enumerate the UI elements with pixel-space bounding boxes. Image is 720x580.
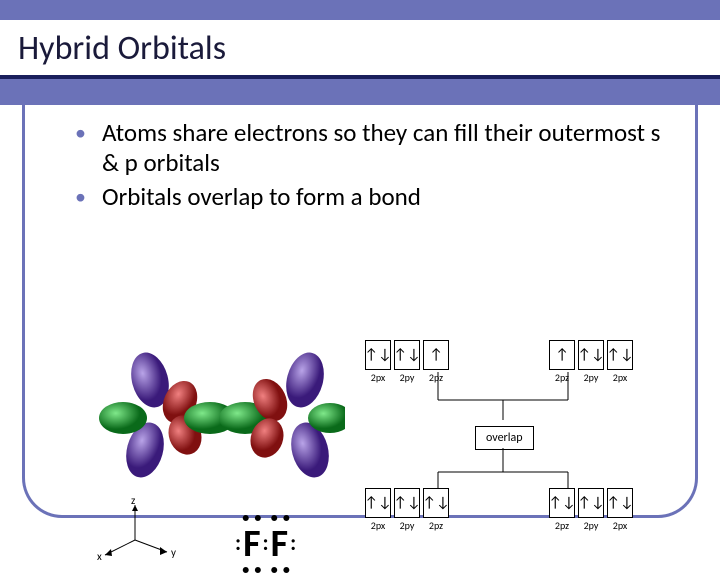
orbital-box: ↑↓ bbox=[365, 340, 391, 370]
overlap-label-box: overlap bbox=[475, 426, 534, 450]
orbital-labels: 2px 2py 2pz bbox=[365, 519, 449, 532]
lewis-structure: • • • • :F:F: • • • • bbox=[235, 515, 298, 573]
orbital-box: ↑↓ bbox=[394, 340, 420, 370]
orbital-row-top-right: ↑ ↑↓ ↑↓ bbox=[549, 340, 633, 370]
axis-diagram: z x y bbox=[95, 500, 185, 580]
orbital-box: ↑↓ bbox=[394, 488, 420, 518]
orbital-label: 2px bbox=[365, 519, 391, 532]
lewis-right-atom: F bbox=[271, 521, 290, 567]
bullet-text: Atoms share electrons so they can fill t… bbox=[102, 118, 665, 178]
orbital-3d-cluster bbox=[95, 350, 345, 490]
orbital-box-diagram: ↑↓ ↑↓ ↑ 2px 2py 2pz ↑ ↑↓ ↑↓ bbox=[365, 340, 695, 544]
orbital-labels: 2pz 2py 2px bbox=[549, 519, 633, 532]
orbital-label: 2pz bbox=[423, 519, 449, 532]
orbital-row-bottom-right: ↑↓ ↑↓ ↑↓ bbox=[549, 488, 633, 518]
orbital-box: ↑ bbox=[423, 340, 449, 370]
orbital-label: 2py bbox=[578, 519, 604, 532]
top-accent-bar bbox=[0, 0, 720, 20]
axis-y-label: y bbox=[171, 546, 176, 559]
orbital-box: ↑↓ bbox=[549, 488, 575, 518]
lewis-colon-right: : bbox=[290, 529, 298, 556]
bullet-item: • Atoms share electrons so they can fill… bbox=[75, 118, 665, 178]
orbital-label: 2pz bbox=[549, 519, 575, 532]
orbital-label: 2py bbox=[394, 519, 420, 532]
orbital-label: 2pz bbox=[423, 371, 449, 384]
orbital-labels: 2pz 2py 2px bbox=[549, 371, 633, 384]
orbital-box: ↑↓ bbox=[423, 488, 449, 518]
orbital-label: 2px bbox=[365, 371, 391, 384]
orbital-box: ↑ bbox=[549, 340, 575, 370]
lewis-left-atom: F bbox=[243, 521, 262, 567]
lewis-colon-left: : bbox=[235, 529, 243, 556]
bullet-list: • Atoms share electrons so they can fill… bbox=[25, 100, 695, 226]
slide-title: Hybrid Orbitals bbox=[18, 28, 702, 69]
title-area: Hybrid Orbitals bbox=[0, 20, 720, 75]
bullet-dot-icon: • bbox=[75, 182, 86, 212]
orbital-labels: 2px 2py 2pz bbox=[365, 371, 449, 384]
axis-x-label: x bbox=[97, 550, 102, 563]
orbital-box: ↑↓ bbox=[607, 340, 633, 370]
orbital-box: ↑↓ bbox=[578, 488, 604, 518]
orbital-label: 2px bbox=[607, 371, 633, 384]
figure-area: z x y • • • • :F:F: • • • • bbox=[65, 330, 655, 485]
axis-z-label: z bbox=[131, 494, 135, 507]
bullet-text: Orbitals overlap to form a bond bbox=[102, 182, 421, 212]
axis-svg bbox=[95, 500, 185, 570]
orbital-label: 2px bbox=[607, 519, 633, 532]
orbital-label: 2py bbox=[578, 371, 604, 384]
bullet-item: • Orbitals overlap to form a bond bbox=[75, 182, 665, 212]
orbital-label: 2py bbox=[394, 371, 420, 384]
lewis-dots-bottom: • • • • bbox=[235, 567, 298, 573]
lewis-colon-mid: : bbox=[263, 529, 271, 556]
orbital-row-bottom-left: ↑↓ ↑↓ ↑↓ bbox=[365, 488, 449, 518]
orbital-row-top-left: ↑↓ ↑↓ ↑ bbox=[365, 340, 449, 370]
orbital-lobes-svg bbox=[95, 350, 345, 500]
orbital-box: ↑↓ bbox=[365, 488, 391, 518]
orbital-box: ↑↓ bbox=[578, 340, 604, 370]
orbital-box: ↑↓ bbox=[607, 488, 633, 518]
bullet-dot-icon: • bbox=[75, 118, 86, 148]
content-frame: • Atoms share electrons so they can fill… bbox=[22, 100, 698, 518]
orbital-label: 2pz bbox=[549, 371, 575, 384]
